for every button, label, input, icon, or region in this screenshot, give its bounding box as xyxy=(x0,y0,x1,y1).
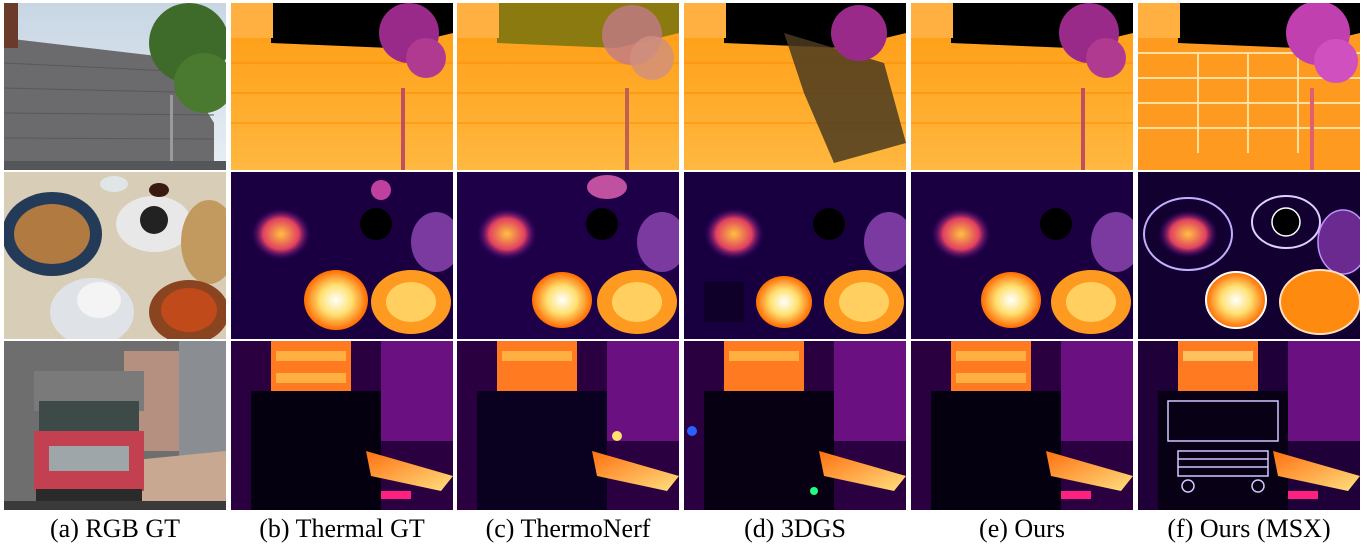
caption-e: (e) Ours xyxy=(979,514,1065,543)
ours-msx-truck-image xyxy=(1138,341,1360,510)
panel-thermal-gt xyxy=(231,3,453,510)
3dgs-truck-image xyxy=(684,341,906,510)
ours-dim-sum-image xyxy=(911,172,1133,339)
3dgs-dim-sum-image xyxy=(684,172,906,339)
rgb-dim-sum-image xyxy=(4,172,226,339)
panel-3dgs xyxy=(684,3,906,510)
caption-f: (f) Ours (MSX) xyxy=(1167,514,1331,543)
panel-thermonerf xyxy=(457,3,679,510)
thermonerf-truck-image xyxy=(457,341,679,510)
panel-rgb-gt xyxy=(4,3,226,510)
caption-c: (c) ThermoNerf xyxy=(485,514,651,543)
ours-building-image xyxy=(911,3,1133,170)
caption-d: (d) 3DGS xyxy=(744,514,846,543)
thermonerf-dim-sum-image xyxy=(457,172,679,339)
panel-ours xyxy=(911,3,1133,510)
rgb-building-image xyxy=(4,3,226,170)
caption-a: (a) RGB GT xyxy=(50,514,180,543)
panel-ours-msx xyxy=(1138,3,1360,510)
thermal-building-image xyxy=(231,3,453,170)
thermonerf-building-image xyxy=(457,3,679,170)
3dgs-building-image xyxy=(684,3,906,170)
ours-truck-image xyxy=(911,341,1133,510)
caption-b: (b) Thermal GT xyxy=(259,514,425,543)
ours-msx-dim-sum-image xyxy=(1138,172,1360,339)
thermal-dim-sum-image xyxy=(231,172,453,339)
rgb-truck-image xyxy=(4,341,226,510)
thermal-truck-image xyxy=(231,341,453,510)
ours-msx-building-image xyxy=(1138,3,1360,170)
